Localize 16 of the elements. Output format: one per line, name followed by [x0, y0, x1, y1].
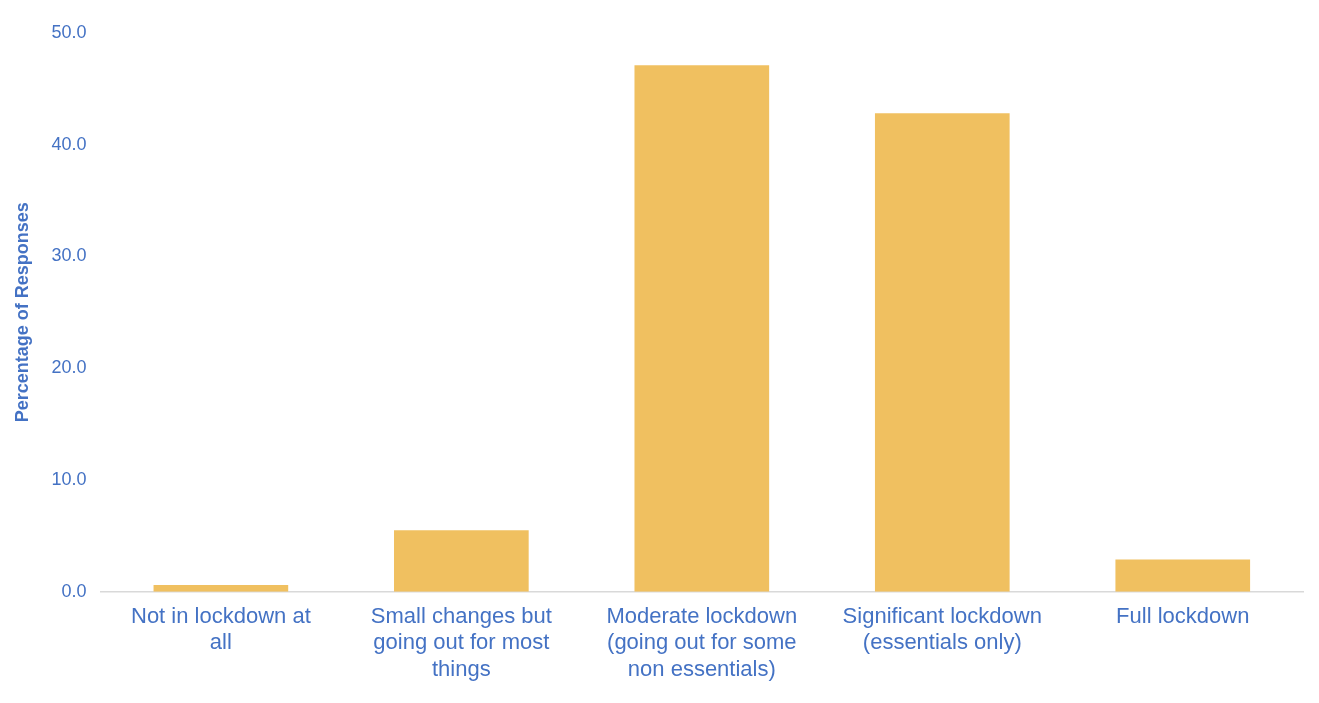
- x-tick-label: Significant lockdown (essentials only): [842, 603, 1042, 655]
- y-tick-label: 20.0: [51, 357, 87, 378]
- y-axis-title: Percentage of Responses: [11, 202, 32, 423]
- x-tick-label: Moderate lockdown (going out for some non essentials): [606, 603, 798, 681]
- y-tick-label: 40.0: [51, 133, 87, 154]
- y-tick-label: 30.0: [51, 245, 87, 266]
- y-tick-label: 0.0: [61, 580, 87, 601]
- x-tick-label: Not in lockdown at all: [130, 603, 311, 655]
- x-tick-label: Small changes but going out for most things: [370, 603, 552, 681]
- bar: [874, 113, 1010, 592]
- y-tick-label: 50.0: [51, 21, 87, 42]
- bar: [1115, 559, 1251, 592]
- bar: [394, 530, 529, 592]
- y-tick-label: 10.0: [51, 468, 87, 489]
- x-tick-label: Full lockdown: [1116, 603, 1250, 629]
- bar: [634, 65, 770, 592]
